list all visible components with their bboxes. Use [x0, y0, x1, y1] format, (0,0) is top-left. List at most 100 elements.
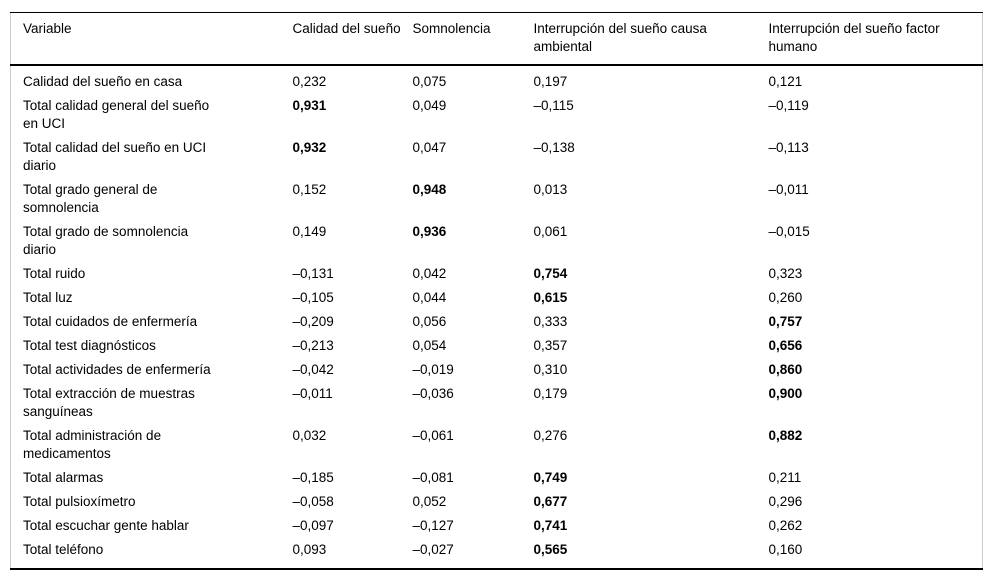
- value-cell: –0,131: [292, 266, 334, 281]
- table-row: Total pulsioxímetro –0,058 0,052 0,677 0,296: [11, 490, 983, 514]
- table-row: Total grado de somnolencia diario 0,149 0,9…: [11, 220, 983, 262]
- column-header-interrupcion-ambiental: Interrupción del sueño causa ambiental: [533, 12, 769, 66]
- table-row: Calidad del sueño en casa 0,232 0,075 0,197…: [11, 65, 983, 94]
- value-cell: 0,860: [768, 362, 803, 377]
- value-cell: 0,931: [292, 98, 327, 113]
- table-body: Calidad del sueño en casa 0,232 0,075 0,197…: [10, 65, 983, 570]
- variable-cell: Total cuidados de enfermería: [23, 314, 198, 329]
- value-cell: 0,932: [292, 140, 327, 155]
- value-cell: –0,019: [412, 362, 454, 377]
- value-cell: 0,310: [533, 362, 568, 377]
- value-cell: 0,262: [768, 518, 803, 533]
- value-cell: –0,127: [412, 518, 454, 533]
- value-cell: –0,105: [292, 290, 334, 305]
- table-row: Total escuchar gente hablar –0,097 –0,127 0…: [11, 514, 983, 538]
- value-cell: 0,075: [412, 74, 447, 89]
- table-header: Variable Calidad del sueño Somnolencia I…: [10, 12, 983, 66]
- value-cell: 0,615: [533, 290, 568, 305]
- variable-cell: Total escuchar gente hablar: [23, 518, 189, 533]
- value-cell: –0,058: [292, 494, 334, 509]
- variable-cell: Calidad del sueño en casa: [23, 74, 183, 89]
- variable-cell: Total pulsioxímetro: [23, 494, 136, 509]
- table-row: Total teléfono 0,093 –0,027 0,565 0,160: [10, 538, 983, 570]
- value-cell: –0,213: [292, 338, 334, 353]
- value-cell: –0,015: [768, 224, 810, 239]
- value-cell: 0,260: [768, 290, 803, 305]
- variable-cell: Total alarmas: [23, 470, 104, 485]
- variable-cell: Total grado general de somnolencia: [23, 182, 158, 215]
- value-cell: 0,152: [292, 182, 327, 197]
- table-row: Total administración de medicamentos 0,032…: [11, 424, 983, 466]
- value-cell: 0,357: [533, 338, 568, 353]
- table-row: Total calidad del sueño en UCI diario 0,93…: [11, 136, 983, 178]
- value-cell: 0,565: [533, 538, 769, 570]
- value-cell: –0,061: [412, 428, 454, 443]
- variable-cell: Total luz: [23, 290, 73, 305]
- value-cell: –0,185: [292, 470, 334, 485]
- value-cell: –0,097: [292, 518, 334, 533]
- variable-cell: Total ruido: [23, 266, 86, 281]
- table-row: Total luz –0,105 0,044 0,615 0,260: [11, 286, 983, 310]
- table-row: Total calidad general del sueño en UCI 0,9…: [11, 94, 983, 136]
- value-cell: 0,741: [533, 518, 568, 533]
- value-cell: 0,179: [533, 386, 568, 401]
- value-cell: 0,044: [412, 290, 447, 305]
- table-row: Total alarmas –0,185 –0,081 0,749 0,211: [11, 466, 983, 490]
- value-cell: 0,900: [768, 386, 803, 401]
- variable-cell: Total actividades de enfermería: [23, 362, 211, 377]
- variable-cell: Total teléfono: [10, 538, 293, 570]
- variable-cell: Total calidad del sueño en UCI diario: [23, 140, 207, 173]
- value-cell: 0,056: [412, 314, 447, 329]
- value-cell: 0,047: [412, 140, 447, 155]
- value-cell: –0,209: [292, 314, 334, 329]
- variable-cell: Total calidad general del sueño en UCI: [23, 98, 210, 131]
- value-cell: –0,081: [412, 470, 454, 485]
- value-cell: 0,948: [412, 182, 447, 197]
- value-cell: 0,677: [533, 494, 568, 509]
- value-cell: 0,013: [533, 182, 568, 197]
- value-cell: –0,115: [533, 98, 574, 113]
- value-cell: 0,323: [768, 266, 803, 281]
- value-cell: 0,333: [533, 314, 568, 329]
- variable-cell: Total extracción de muestras sanguíneas: [23, 386, 195, 419]
- table-row: Total grado general de somnolencia 0,152 0,…: [11, 178, 983, 220]
- value-cell: –0,036: [412, 386, 454, 401]
- table-row: Total test diagnósticos –0,213 0,054 0,357 0…: [11, 334, 983, 358]
- value-cell: 0,936: [412, 224, 447, 239]
- value-cell: 0,211: [768, 470, 802, 485]
- table-row: Total actividades de enfermería –0,042 –0,…: [11, 358, 983, 382]
- value-cell: 0,042: [412, 266, 447, 281]
- column-header-somnolencia: Somnolencia: [412, 12, 534, 66]
- value-cell: 0,749: [533, 470, 568, 485]
- value-cell: –0,011: [768, 182, 809, 197]
- correlation-table: Variable Calidad del sueño Somnolencia I…: [10, 12, 983, 570]
- value-cell: 0,656: [768, 338, 803, 353]
- value-cell: –0,042: [292, 362, 334, 377]
- correlation-table-container: Variable Calidad del sueño Somnolencia I…: [10, 12, 983, 570]
- value-cell: 0,197: [533, 74, 568, 89]
- value-cell: –0,113: [768, 140, 809, 155]
- header-row: Variable Calidad del sueño Somnolencia I…: [10, 12, 983, 66]
- value-cell: –0,011: [292, 386, 333, 401]
- value-cell: 0,032: [292, 428, 327, 443]
- value-cell: 0,149: [292, 224, 327, 239]
- value-cell: 0,061: [533, 224, 568, 239]
- value-cell: –0,027: [412, 538, 534, 570]
- value-cell: 0,276: [533, 428, 568, 443]
- table-row: Total ruido –0,131 0,042 0,754 0,323: [11, 262, 983, 286]
- value-cell: 0,049: [412, 98, 447, 113]
- table-row: Total extracción de muestras sanguíneas –0…: [11, 382, 983, 424]
- column-header-variable: Variable: [10, 12, 293, 66]
- value-cell: 0,882: [768, 428, 803, 443]
- variable-cell: Total administración de medicamentos: [23, 428, 162, 461]
- value-cell: 0,296: [768, 494, 803, 509]
- value-cell: 0,757: [768, 314, 803, 329]
- value-cell: 0,754: [533, 266, 568, 281]
- value-cell: 0,052: [412, 494, 447, 509]
- value-cell: 0,160: [768, 538, 983, 570]
- value-cell: 0,232: [292, 74, 327, 89]
- value-cell: 0,121: [768, 74, 803, 89]
- variable-cell: Total test diagnósticos: [23, 338, 156, 353]
- value-cell: 0,093: [292, 538, 413, 570]
- variable-cell: Total grado de somnolencia diario: [23, 224, 189, 257]
